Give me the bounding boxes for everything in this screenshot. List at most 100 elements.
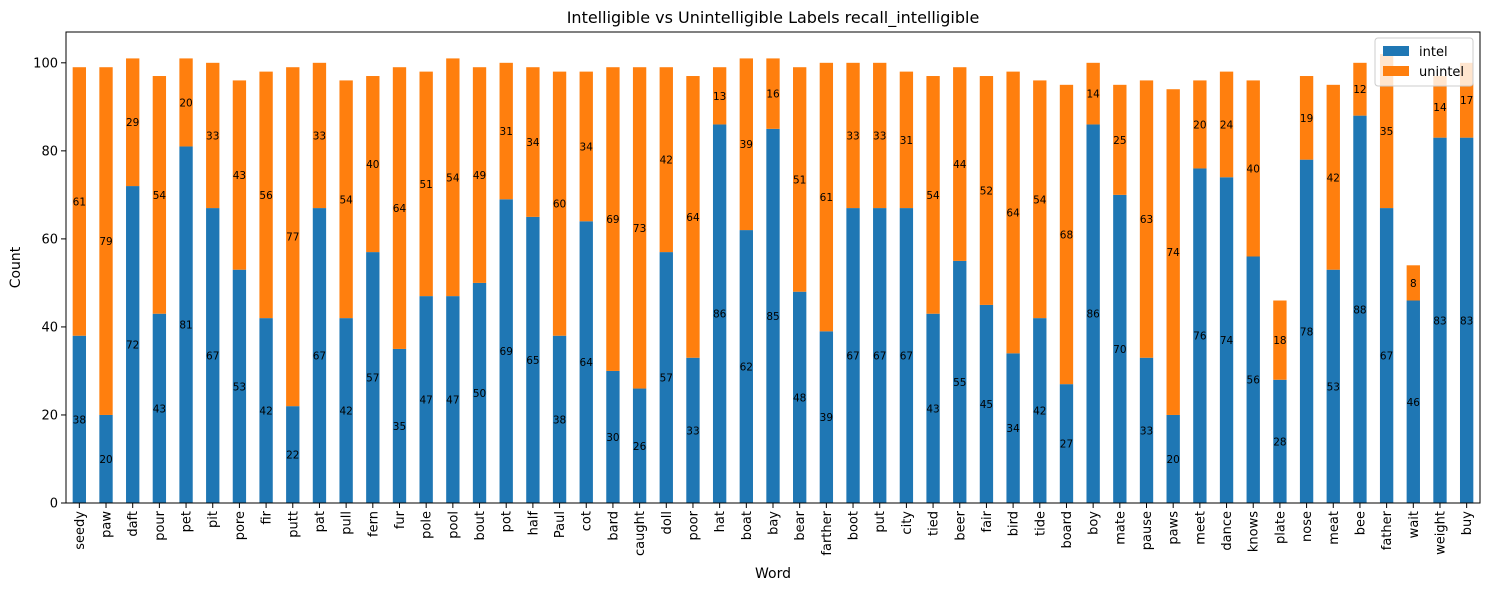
bar-intel-beer [953, 260, 967, 503]
data-label-intel: 35 [393, 421, 406, 433]
x-tick-label: pore [233, 511, 248, 540]
x-tick-label: pause [1140, 511, 1155, 550]
bar-intel-pet [179, 146, 193, 503]
data-label-unintel: 39 [740, 139, 753, 151]
bar-unintel-caught [632, 67, 647, 389]
data-label-intel: 47 [446, 395, 459, 407]
data-label-unintel: 33 [846, 130, 859, 142]
data-label-unintel: 54 [926, 190, 940, 202]
x-tick-label: bard [606, 511, 621, 541]
bar-unintel-bee [1353, 62, 1367, 116]
data-label-unintel: 35 [1380, 126, 1393, 138]
legend-label-intel: intel [1419, 45, 1448, 60]
data-label-unintel: 12 [1353, 84, 1366, 96]
bar-unintel-dance [1219, 71, 1234, 178]
bar-unintel-meet [1193, 80, 1207, 169]
data-label-unintel: 40 [1247, 163, 1260, 175]
x-tick-label: caught [633, 511, 648, 556]
data-label-intel: 70 [1113, 344, 1126, 356]
bar-unintel-bard [606, 67, 620, 371]
x-tick-label: buy [1460, 511, 1475, 535]
data-label-intel: 86 [713, 309, 727, 321]
data-label-unintel: 64 [393, 203, 407, 215]
data-label-unintel: 33 [313, 130, 326, 142]
data-label-intel: 57 [660, 373, 673, 385]
x-tick-label: meat [1327, 511, 1342, 545]
bar-intel-fur [392, 348, 407, 503]
x-tick-label: fur [393, 510, 408, 529]
bar-intel-boy [1086, 124, 1100, 503]
x-tick-label: city [900, 511, 915, 535]
data-label-unintel: 54 [446, 172, 460, 184]
bar-intel-tide [1033, 318, 1047, 503]
bar-intel-bay [766, 128, 780, 503]
data-label-unintel: 54 [153, 190, 167, 202]
bar-intel-daft [126, 186, 140, 503]
x-tick-label: fern [366, 511, 381, 537]
x-tick-label: dance [1220, 511, 1235, 551]
bar-intel-pull [339, 318, 353, 503]
x-tick-label: meet [1193, 511, 1208, 545]
x-tick-label: weight [1433, 511, 1448, 555]
bar-unintel-bird [1006, 71, 1020, 354]
bar-intel-put [873, 208, 887, 503]
x-tick-label: paws [1167, 511, 1182, 545]
bar-unintel-pole [419, 71, 433, 297]
data-label-intel: 47 [419, 395, 432, 407]
bar-unintel-boot [846, 62, 860, 209]
x-tick-label: daft [126, 511, 141, 537]
bar-intel-paws [1166, 414, 1180, 503]
data-label-unintel: 8 [1410, 278, 1417, 290]
data-label-unintel: 52 [980, 185, 993, 197]
x-tick-label: bee [1353, 511, 1368, 535]
data-label-intel: 78 [1300, 326, 1313, 338]
y-axis: 0 20 40 60 80 100 [33, 56, 66, 512]
data-label-intel: 43 [153, 403, 166, 415]
legend: intel unintel [1374, 37, 1474, 87]
bar-unintel-put [873, 62, 887, 209]
bar-unintel-pool [446, 58, 460, 297]
x-tick-label: knows [1247, 511, 1262, 552]
bar-unintel-tied [926, 76, 940, 314]
data-label-intel: 42 [1033, 406, 1046, 418]
data-label-unintel: 44 [953, 159, 967, 171]
legend-swatch-intel [1383, 46, 1409, 56]
data-label-intel: 20 [99, 454, 112, 466]
bar-intel-caught [632, 388, 647, 503]
bar-unintel-pore [232, 80, 247, 270]
data-label-intel: 26 [633, 441, 647, 453]
bar-unintel-pat [312, 62, 327, 209]
data-label-unintel: 40 [366, 159, 379, 171]
bar-intel-fair [979, 304, 994, 503]
bar-intel-bout [472, 282, 487, 503]
x-tick-label: bird [1007, 511, 1022, 536]
bar-intel-poor [686, 357, 700, 503]
bar-intel-board [1059, 384, 1074, 503]
data-label-intel: 39 [820, 412, 833, 424]
bar-unintel-paw [99, 67, 113, 415]
bar-intel-hat [712, 124, 727, 503]
y-tick-label: 40 [41, 320, 58, 335]
x-tick-label: fair [980, 510, 995, 532]
data-label-unintel: 64 [1006, 207, 1020, 219]
bars-layer [72, 54, 1474, 504]
bar-unintel-bear [793, 67, 807, 292]
data-label-unintel: 49 [473, 170, 486, 182]
bar-unintel-beer [953, 67, 967, 261]
x-tick-label: farther [820, 510, 835, 555]
x-axis: seedy paw daft pour pet pit pore fir putt pat pull… [73, 503, 1475, 556]
bar-unintel-fern [366, 76, 380, 253]
data-label-intel: 34 [1006, 423, 1020, 435]
bar-intel-bear [793, 291, 807, 503]
x-tick-label: pat [313, 511, 328, 532]
legend-label-unintel: unintel [1419, 65, 1464, 80]
data-label-intel: 48 [793, 392, 806, 404]
x-tick-label: wait [1407, 511, 1422, 538]
legend-swatch-unintel [1383, 66, 1409, 76]
x-tick-label: tide [1033, 511, 1048, 536]
bar-unintel-bout [472, 67, 487, 283]
bar-intel-knows [1246, 256, 1260, 503]
bar-intel-Paul [552, 335, 567, 503]
bar-unintel-wait [1406, 265, 1420, 301]
x-tick-label: poor [686, 510, 701, 540]
